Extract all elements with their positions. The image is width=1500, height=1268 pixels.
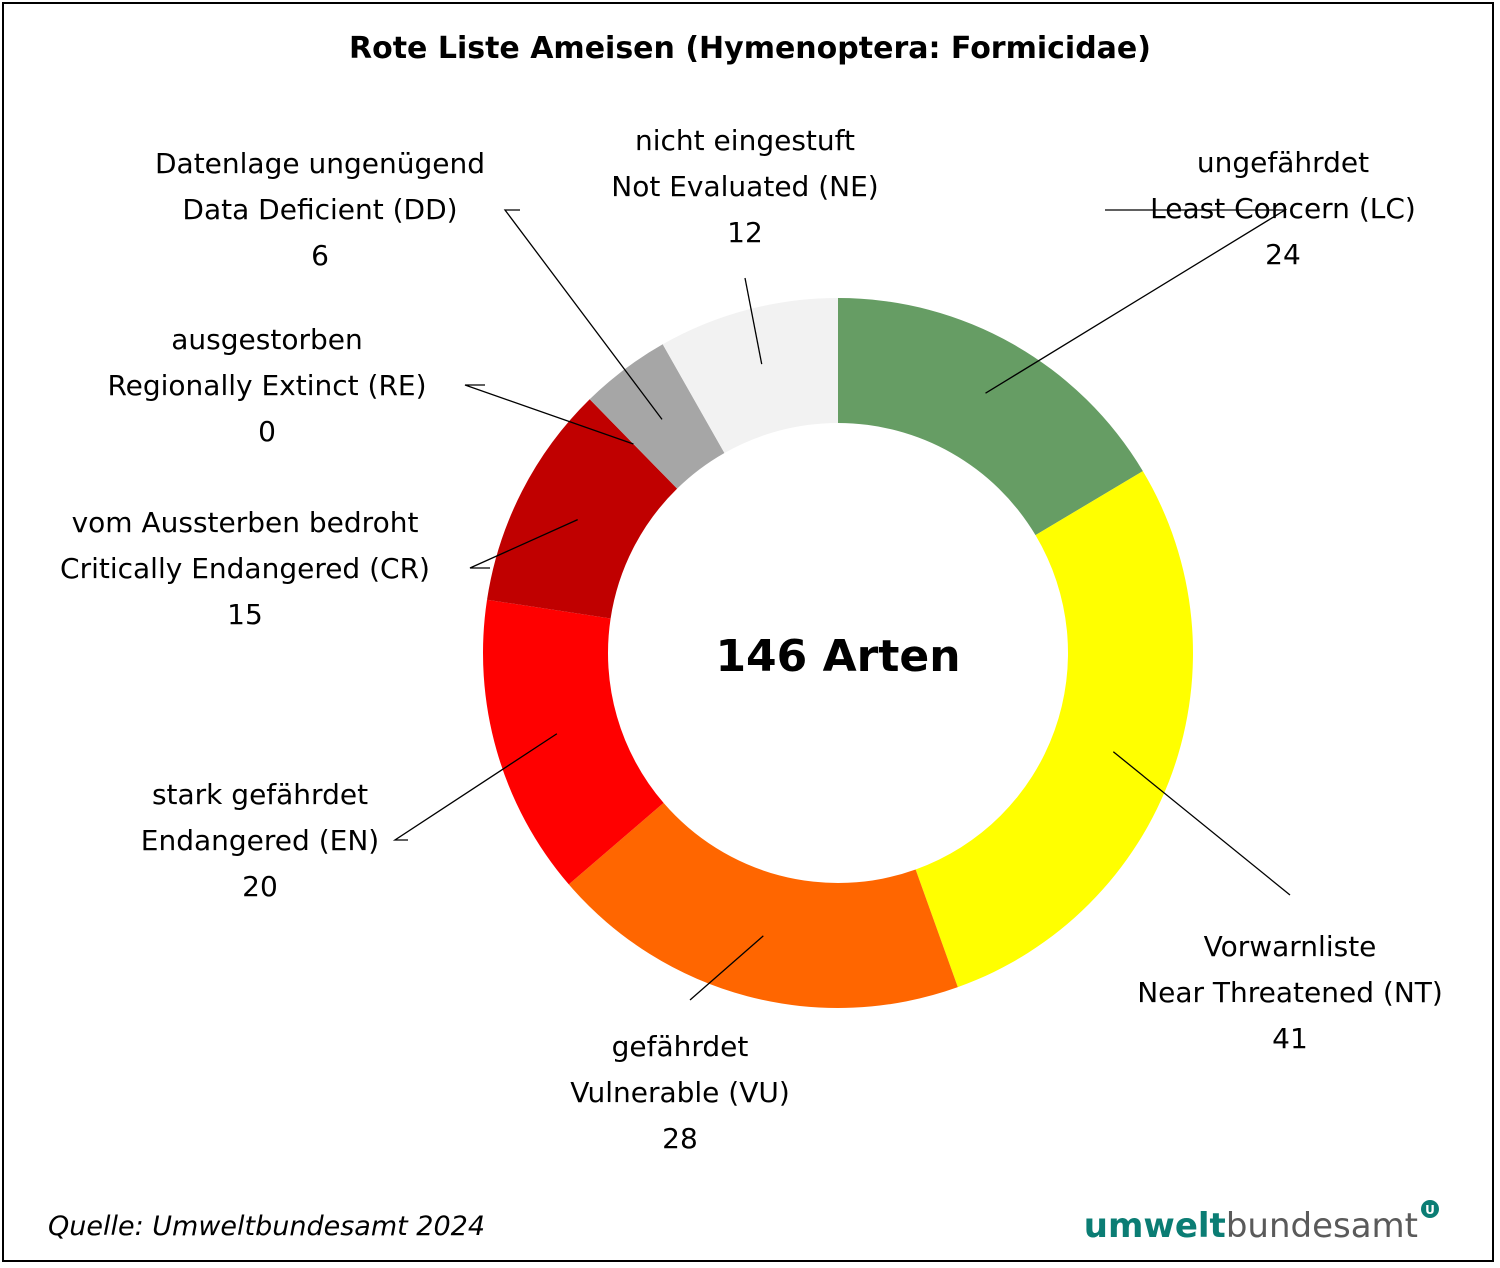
label-de-vulnerable-vu: gefährdet bbox=[612, 1030, 749, 1063]
label-en-critically-endangered-cr: Critically Endangered (CR) bbox=[60, 552, 430, 585]
label-en-vulnerable-vu: Vulnerable (VU) bbox=[570, 1076, 790, 1109]
data-label-near-threatened-nt: 41 bbox=[1272, 1022, 1308, 1055]
label-en-least-concern-lc: Least Concern (LC) bbox=[1150, 192, 1416, 225]
logo-mark-icon bbox=[1421, 1200, 1439, 1218]
label-de-regionally-extinct-re: ausgestorben bbox=[171, 323, 362, 356]
slice-not-evaluated-ne bbox=[662, 298, 838, 453]
leader-line-near-threatened-nt bbox=[1112, 751, 1291, 896]
data-label-vulnerable-vu: 28 bbox=[662, 1122, 698, 1155]
label-de-endangered-en: stark gefährdet bbox=[152, 778, 368, 811]
data-label-endangered-en: 20 bbox=[242, 870, 278, 903]
label-en-endangered-en: Endangered (EN) bbox=[141, 824, 379, 857]
leader-line-vulnerable-vu bbox=[689, 935, 764, 1001]
label-en-regionally-extinct-re: Regionally Extinct (RE) bbox=[107, 369, 426, 402]
slice-critically-endangered-cr bbox=[487, 399, 678, 619]
label-de-critically-endangered-cr: vom Aussterben bedroht bbox=[72, 506, 419, 539]
logo-wordmark: umweltbundesamt bbox=[1084, 1206, 1418, 1246]
chart-title: Rote Liste Ameisen (Hymenoptera: Formici… bbox=[349, 31, 1151, 66]
leader-line-data-deficient-dd bbox=[503, 209, 663, 420]
leader-line-regionally-extinct-re bbox=[464, 384, 634, 445]
logo-part-2: bundesamt bbox=[1226, 1206, 1418, 1246]
data-label-data-deficient-dd: 6 bbox=[311, 239, 329, 272]
leader-line-critically-endangered-cr bbox=[469, 519, 578, 569]
slice-near-threatened-nt bbox=[915, 471, 1193, 988]
slice-endangered-en bbox=[483, 599, 664, 885]
center-label: 146 Arten bbox=[715, 631, 960, 682]
leader-line-least-concern-lc bbox=[985, 209, 1288, 394]
leader-lines bbox=[392, 209, 1291, 1001]
umweltbundesamt-logo: umweltbundesamt U bbox=[1084, 1200, 1439, 1246]
data-label-regionally-extinct-re: 0 bbox=[258, 415, 276, 448]
label-de-not-evaluated-ne: nicht eingestuft bbox=[635, 124, 855, 157]
label-en-not-evaluated-ne: Not Evaluated (NE) bbox=[611, 170, 878, 203]
slice-vulnerable-vu bbox=[568, 802, 958, 1008]
leader-line-endangered-en bbox=[392, 733, 558, 841]
slice-labels: ungefährdet Least Concern (LC) 24 Vorwarnli… bbox=[60, 124, 1443, 1155]
label-en-near-threatened-nt: Near Threatened (NT) bbox=[1137, 976, 1443, 1009]
label-de-data-deficient-dd: Datenlage ungenügend bbox=[155, 147, 485, 180]
data-label-least-concern-lc: 24 bbox=[1265, 238, 1301, 271]
label-en-data-deficient-dd: Data Deficient (DD) bbox=[182, 193, 457, 226]
donut-slices bbox=[483, 298, 1193, 1008]
logo-mark-letter: U bbox=[1425, 1203, 1435, 1217]
slice-data-deficient-dd bbox=[589, 344, 725, 489]
data-label-critically-endangered-cr: 15 bbox=[227, 598, 263, 631]
label-de-near-threatened-nt: Vorwarnliste bbox=[1204, 930, 1377, 963]
source-note: Quelle: Umweltbundesamt 2024 bbox=[48, 1211, 485, 1242]
label-de-least-concern-lc: ungefährdet bbox=[1197, 146, 1369, 179]
leader-line-not-evaluated-ne bbox=[744, 277, 763, 365]
data-label-not-evaluated-ne: 12 bbox=[727, 216, 763, 249]
slice-least-concern-lc bbox=[838, 298, 1143, 536]
logo-part-1: umwelt bbox=[1084, 1206, 1226, 1246]
